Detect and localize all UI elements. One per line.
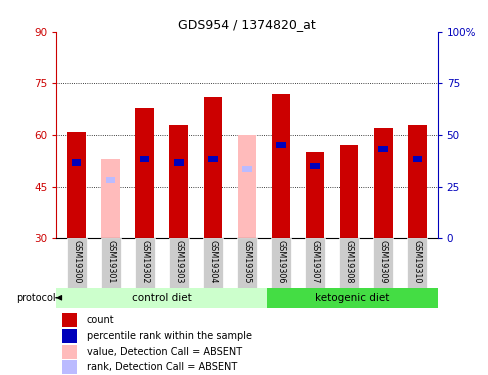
Bar	[62, 345, 76, 359]
Bar	[242, 166, 251, 172]
Text: GSM19310: GSM19310	[412, 240, 421, 283]
Bar	[203, 238, 223, 288]
Bar	[208, 156, 217, 162]
Bar	[310, 163, 319, 169]
Text: GSM19305: GSM19305	[242, 240, 251, 283]
Bar	[62, 329, 76, 343]
Bar	[338, 238, 358, 288]
Bar	[270, 238, 290, 288]
Bar	[169, 124, 188, 238]
Bar	[276, 142, 285, 148]
Bar	[267, 288, 437, 308]
Bar	[135, 108, 154, 238]
Bar	[271, 94, 290, 238]
Bar	[101, 159, 120, 238]
Bar	[203, 97, 222, 238]
Text: control diet: control diet	[132, 293, 191, 303]
Bar	[378, 146, 387, 152]
Text: GSM19308: GSM19308	[344, 240, 353, 283]
Bar	[106, 177, 115, 183]
Text: GSM19300: GSM19300	[72, 240, 81, 283]
Bar	[168, 238, 188, 288]
Text: GSM19303: GSM19303	[174, 240, 183, 283]
Text: value, Detection Call = ABSENT: value, Detection Call = ABSENT	[86, 347, 241, 357]
Text: GSM19302: GSM19302	[140, 240, 149, 283]
Bar	[56, 288, 267, 308]
Bar	[62, 360, 76, 374]
Text: GSM19309: GSM19309	[378, 240, 387, 283]
Bar	[305, 152, 324, 238]
Bar	[237, 135, 256, 238]
Bar	[339, 146, 358, 238]
Title: GDS954 / 1374820_at: GDS954 / 1374820_at	[178, 18, 315, 31]
Bar	[62, 313, 76, 327]
Bar	[101, 238, 121, 288]
Text: ketogenic diet: ketogenic diet	[315, 293, 389, 303]
Bar	[373, 128, 392, 238]
Bar	[72, 159, 81, 166]
Text: GSM19304: GSM19304	[208, 240, 217, 283]
Bar	[236, 238, 257, 288]
Text: GSM19301: GSM19301	[106, 240, 115, 283]
Bar	[412, 156, 421, 162]
Bar	[305, 238, 325, 288]
Text: count: count	[86, 315, 114, 325]
Text: GSM19306: GSM19306	[276, 240, 285, 283]
Bar	[66, 238, 86, 288]
Bar	[407, 124, 426, 238]
Text: rank, Detection Call = ABSENT: rank, Detection Call = ABSENT	[86, 362, 236, 372]
Text: protocol: protocol	[16, 293, 56, 303]
Bar	[140, 156, 149, 162]
Text: percentile rank within the sample: percentile rank within the sample	[86, 331, 251, 341]
Bar	[174, 159, 183, 166]
Bar	[67, 132, 86, 238]
Text: GSM19307: GSM19307	[310, 240, 319, 283]
Bar	[135, 238, 155, 288]
Bar	[407, 238, 427, 288]
Bar	[372, 238, 392, 288]
